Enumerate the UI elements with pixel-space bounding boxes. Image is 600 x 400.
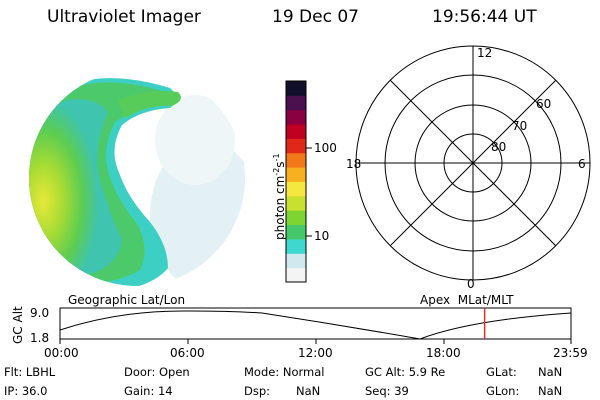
instrument-title: Ultraviolet Imager bbox=[47, 7, 201, 27]
colorbar-segment bbox=[286, 109, 306, 125]
colorbar-tick-10: 10 bbox=[314, 229, 330, 243]
colorbar-segment bbox=[286, 124, 306, 139]
orbit-title-geographic: Geographic Lat/Lon bbox=[68, 293, 186, 307]
mlt-label-18: 18 bbox=[346, 157, 362, 171]
gc-alt-info: GC Alt: 5.9 Re bbox=[365, 365, 446, 379]
colorbar-segment bbox=[286, 195, 306, 211]
mode-info: Mode: Normal bbox=[244, 365, 325, 379]
colorbar-segment bbox=[286, 224, 306, 240]
colorbar-segment bbox=[286, 167, 306, 182]
mlt-label-6: 6 bbox=[578, 157, 586, 171]
orbit-ytick-bottom: 1.8 bbox=[30, 331, 50, 345]
orbit-xtick-2359: 23:59 bbox=[553, 346, 588, 360]
orbit-xtick-1800: 18:00 bbox=[426, 346, 461, 360]
glon-value: NaN bbox=[538, 384, 563, 398]
ip-info: IP: 36.0 bbox=[4, 384, 48, 398]
mlt-label-12: 12 bbox=[477, 46, 493, 60]
orbit-ytick-top: 9.0 bbox=[30, 306, 50, 320]
orbit-xtick-0000: 00:00 bbox=[44, 346, 79, 360]
filter-info: Flt: LBHL bbox=[4, 365, 56, 379]
colorbar-segment bbox=[286, 253, 306, 269]
mlt-label-0: 0 bbox=[467, 277, 475, 291]
seq-info: Seq: 39 bbox=[365, 384, 409, 398]
colorbar-segment bbox=[286, 267, 306, 283]
time-label: 19:56:44 UT bbox=[432, 7, 537, 27]
orbit-xtick-1200: 12:00 bbox=[298, 346, 333, 360]
mlat-label-60: 60 bbox=[536, 97, 552, 111]
dsp-label: Dsp: bbox=[244, 384, 271, 398]
colorbar-segment bbox=[286, 81, 306, 96]
date-label: 19 Dec 07 bbox=[272, 7, 359, 27]
door-info: Door: Open bbox=[124, 365, 190, 379]
glat-label: GLat: bbox=[486, 365, 517, 379]
colorbar-segment bbox=[286, 181, 306, 197]
colorbar-segment bbox=[286, 95, 306, 111]
glat-value: NaN bbox=[538, 365, 563, 379]
colorbar-segment bbox=[286, 238, 306, 254]
colorbar-segment bbox=[286, 138, 306, 154]
orbit-title-apex: Apex MLat/MLT bbox=[420, 293, 514, 307]
orbit-xtick-0600: 06:00 bbox=[170, 346, 205, 360]
colorbar-segment bbox=[286, 152, 306, 168]
colorbar-tick-100: 100 bbox=[314, 141, 337, 155]
glon-label: GLon: bbox=[486, 384, 520, 398]
dsp-value: NaN bbox=[296, 384, 321, 398]
mlat-label-80: 80 bbox=[491, 140, 507, 154]
colorbar-segment bbox=[286, 210, 306, 226]
mlat-label-70: 70 bbox=[512, 119, 528, 133]
gain-info: Gain: 14 bbox=[124, 384, 173, 398]
